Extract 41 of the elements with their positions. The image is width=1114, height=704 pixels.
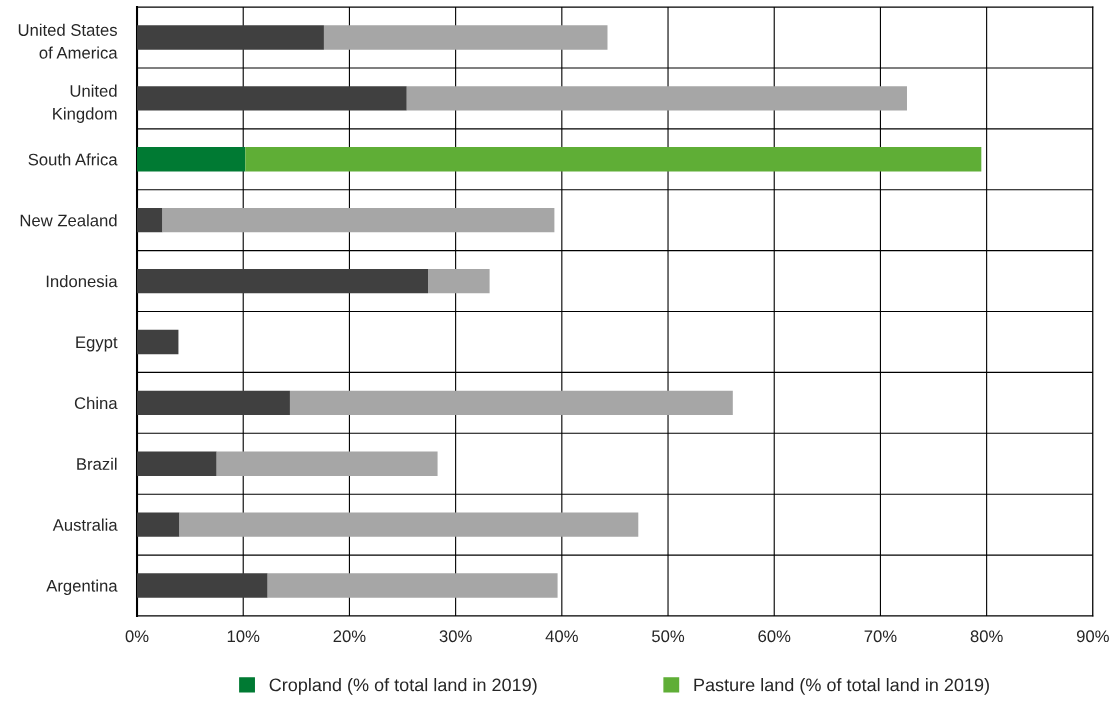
y-tick-label: Brazil bbox=[77, 457, 117, 470]
x-tick-label: 60% bbox=[758, 630, 791, 643]
y-tick-label: Australia bbox=[52, 518, 118, 531]
bar bbox=[162, 208, 555, 233]
bar bbox=[137, 329, 179, 355]
y-tick-label: United States of America bbox=[18, 23, 118, 59]
y-tick-label: China bbox=[74, 396, 118, 410]
bar bbox=[137, 208, 163, 233]
x-tick-label: 90% bbox=[1076, 630, 1109, 643]
x-tick-label: 30% bbox=[439, 630, 472, 643]
y-tick-label: Indonesia bbox=[46, 275, 118, 288]
x-tick-label: 70% bbox=[864, 630, 897, 643]
bar bbox=[137, 147, 246, 172]
bar bbox=[323, 25, 608, 50]
bar bbox=[179, 512, 639, 537]
bar bbox=[137, 86, 407, 111]
y-tick-label: Argentina bbox=[46, 579, 118, 596]
legend-label: Cropland (% of total land in 2019) bbox=[269, 678, 537, 695]
y-tick-label: New Zealand bbox=[20, 214, 117, 227]
bar bbox=[137, 25, 324, 50]
bar bbox=[137, 451, 217, 476]
x-tick-label: 80% bbox=[970, 630, 1003, 643]
bar bbox=[428, 268, 490, 294]
bar bbox=[137, 390, 290, 416]
y-tick-label: South Africa bbox=[28, 153, 118, 166]
y-tick-label: Egypt bbox=[76, 336, 118, 352]
bar bbox=[267, 573, 558, 598]
x-tick-label: 20% bbox=[333, 630, 366, 643]
legend-label: Pasture land (% of total land in 2019) bbox=[694, 678, 989, 695]
x-tick-label: 10% bbox=[227, 630, 260, 643]
x-tick-label: 40% bbox=[545, 630, 578, 643]
bar bbox=[137, 573, 268, 598]
bar bbox=[406, 86, 907, 111]
bar bbox=[137, 512, 180, 537]
x-tick-label: 0% bbox=[125, 630, 149, 643]
bar bbox=[289, 390, 733, 416]
y-tick-label: United Kingdom bbox=[53, 84, 117, 123]
x-tick-label: 50% bbox=[652, 630, 685, 643]
bar bbox=[245, 147, 982, 172]
bar bbox=[216, 451, 438, 476]
bar bbox=[137, 268, 429, 294]
